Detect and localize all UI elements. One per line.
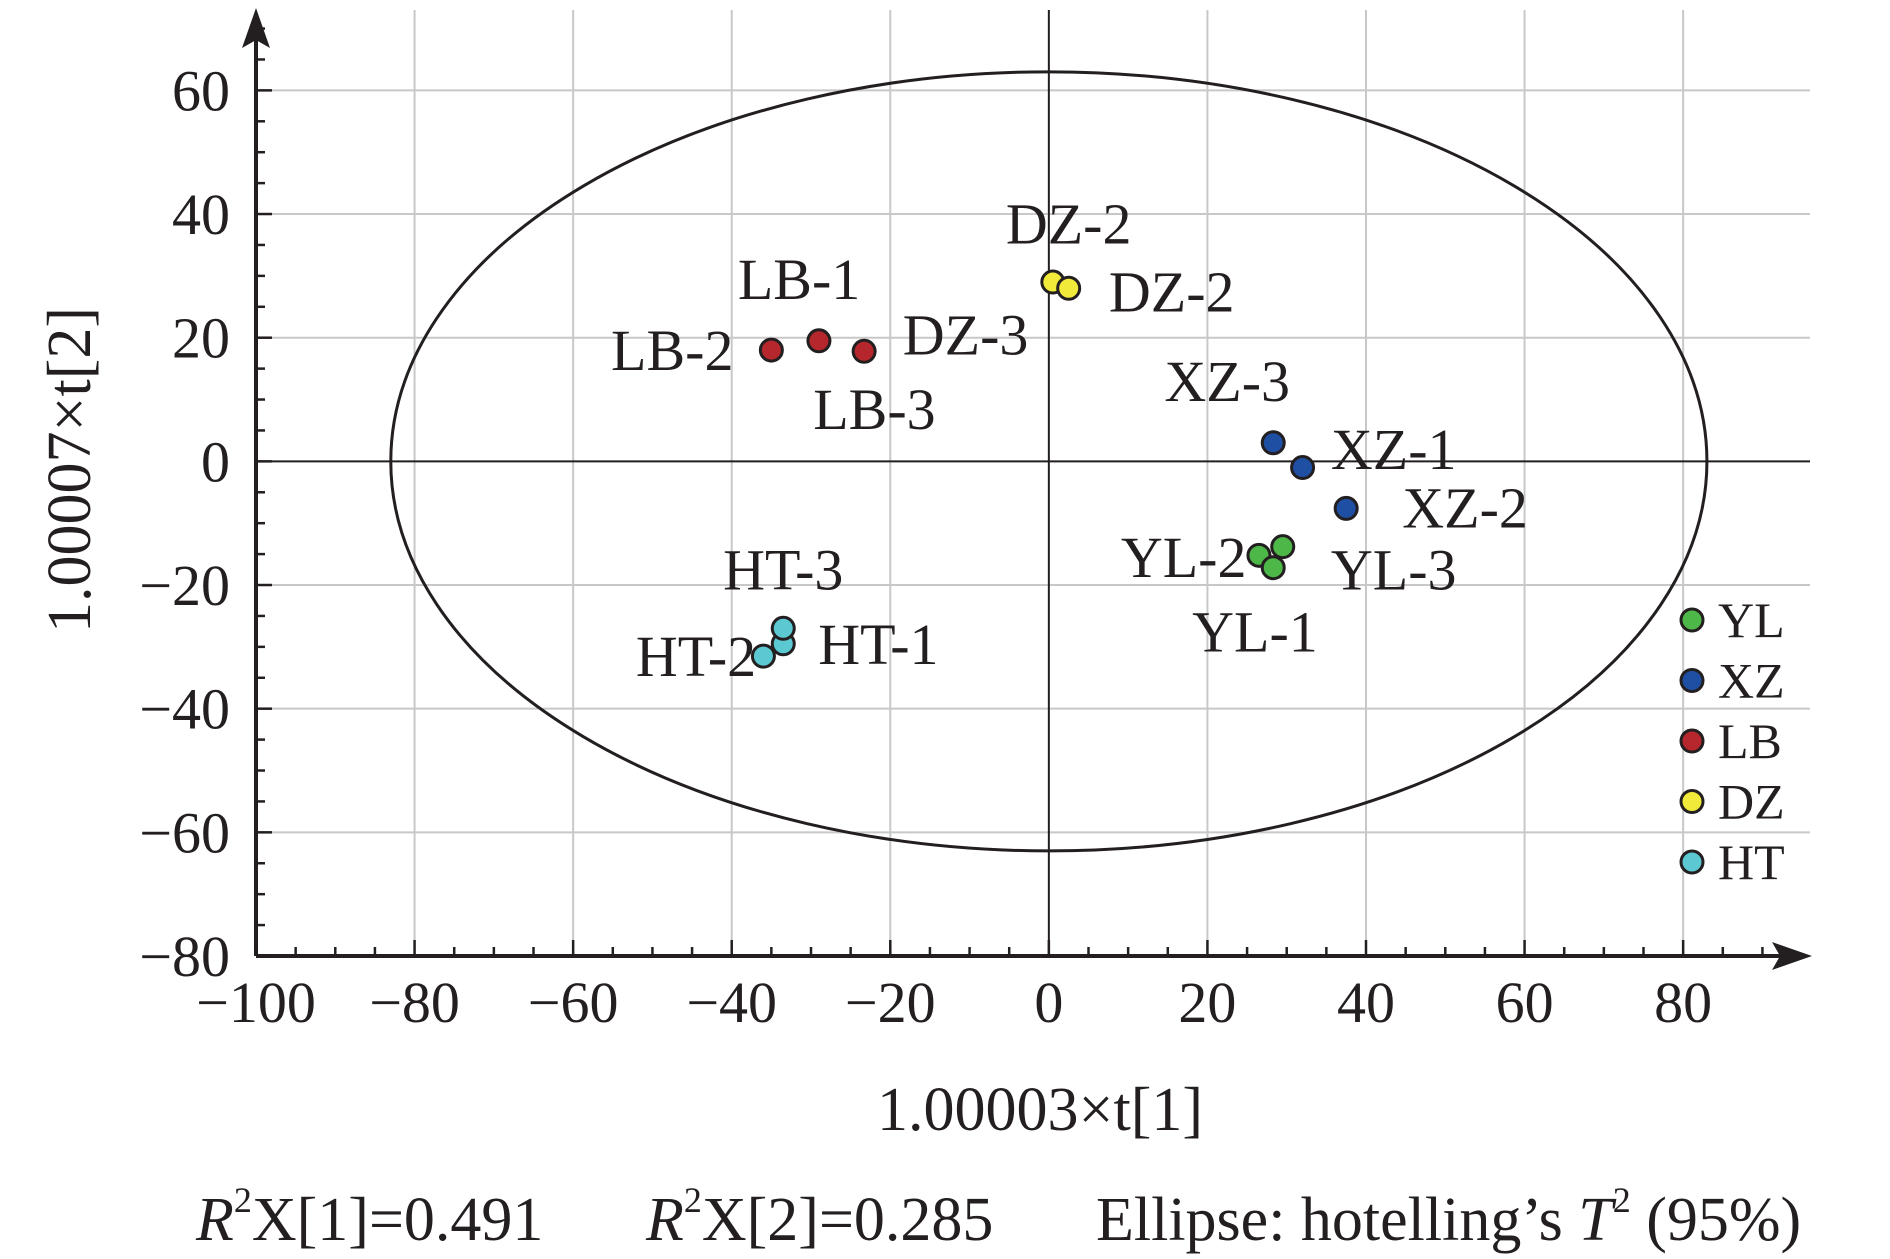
ellipse-italic: T <box>1578 1186 1613 1254</box>
y-tick-label: 40 <box>172 182 230 247</box>
point-label: XZ-1 <box>1331 417 1457 482</box>
ellipse-prefix: Ellipse: hotelling’s <box>1096 1186 1579 1254</box>
legend-item-dz: DZ <box>1679 774 1785 830</box>
ellipse-suffix: (95%) <box>1630 1186 1802 1254</box>
x-axis-arrow <box>1772 942 1812 970</box>
data-point-yl <box>1260 555 1286 581</box>
legend-item-yl: YL <box>1679 592 1785 648</box>
x-tick-label: 20 <box>1178 970 1236 1035</box>
point-labels: DZ-2DZ-2 LB-1LB-2 DZ-3 LB-3 XZ-3 XZ-1XZ-2 YL-2… <box>611 191 1528 689</box>
data-points <box>750 269 1359 669</box>
data-point-xz <box>1290 455 1316 481</box>
ellipse-note: Ellipse: hotelling’s T2 (95%) <box>1096 1182 1802 1256</box>
legend-item-lb: LB <box>1679 713 1782 769</box>
data-point-lb <box>851 338 877 364</box>
data-point-ht <box>770 615 796 641</box>
x-tick-label: 40 <box>1337 970 1395 1035</box>
r2x2-italic: R <box>646 1186 684 1254</box>
r2x1-italic: R <box>196 1186 234 1254</box>
x-tick-label: −20 <box>845 970 936 1035</box>
y-tick-label: −60 <box>139 800 230 865</box>
r2x2-sup: 2 <box>683 1180 702 1220</box>
point-label: DZ-3 <box>903 303 1029 368</box>
x-tick-label: −80 <box>369 970 460 1035</box>
data-point-lb <box>758 337 784 363</box>
point-label: DZ-2 <box>1109 259 1235 324</box>
legend-label: HT <box>1718 834 1785 890</box>
point-label: LB-3 <box>813 377 935 442</box>
x-tick-label: 0 <box>1034 970 1063 1035</box>
point-label: XZ-3 <box>1164 349 1290 414</box>
legend-item-xz: XZ <box>1679 653 1785 709</box>
data-point-xz <box>1260 430 1286 456</box>
legend-marker <box>1679 849 1705 875</box>
point-label: LB-1 <box>738 247 860 312</box>
y-tick-label: −40 <box>139 677 230 742</box>
r2x1-value: X[1]=0.491 <box>251 1186 544 1254</box>
x-tick-label: 80 <box>1654 970 1712 1035</box>
data-point-ht <box>750 643 776 669</box>
legend-marker <box>1679 668 1705 693</box>
x-tick-label: −60 <box>528 970 619 1035</box>
point-label: HT-1 <box>818 612 938 677</box>
y-axis-label: 1.00007×t[2] <box>36 307 104 633</box>
legend-marker <box>1679 789 1705 814</box>
ellipse-sup: 2 <box>1612 1180 1631 1220</box>
axes <box>242 8 1812 970</box>
legend-label: YL <box>1718 592 1785 648</box>
legend-label: XZ <box>1718 653 1785 709</box>
legend-label: DZ <box>1718 774 1785 830</box>
pca-score-plot: −100 −80 −60 −40 −20 0 20 40 60 80−80−60−40−20020… <box>36 8 1812 1144</box>
r2x2-stat: R2X[2]=0.285 <box>646 1182 994 1256</box>
tick-labels: −100 −80 −60 −40 −20 0 20 40 60 80−80−60−40−20020… <box>139 58 1712 1035</box>
x-tick-label: 60 <box>1496 970 1554 1035</box>
r2x1-sup: 2 <box>233 1180 252 1220</box>
point-label: YL-3 <box>1331 538 1457 603</box>
point-label: YL-1 <box>1192 599 1318 664</box>
data-point-xz <box>1333 495 1359 521</box>
y-tick-label: 60 <box>172 58 230 123</box>
data-point-dz <box>1056 275 1082 301</box>
axis-ticks <box>254 27 1764 958</box>
y-tick-label: 0 <box>201 429 230 494</box>
legend-marker <box>1679 607 1705 633</box>
data-point-lb <box>806 328 832 354</box>
point-label: XZ-2 <box>1402 476 1528 541</box>
point-label: LB-2 <box>611 318 733 383</box>
r2x2-value: X[2]=0.285 <box>701 1186 994 1254</box>
x-axis-label: 1.00003×t[1] <box>877 1076 1203 1144</box>
x-tick-label: −100 <box>196 970 316 1035</box>
legend-item-ht: HT <box>1679 834 1785 890</box>
point-label: HT-2 <box>636 624 756 689</box>
legend-label: LB <box>1718 713 1782 769</box>
x-tick-label: −40 <box>686 970 777 1035</box>
y-tick-label: 20 <box>172 306 230 371</box>
y-tick-label: −20 <box>139 553 230 618</box>
legend-marker <box>1679 728 1705 754</box>
point-label: YL-2 <box>1121 525 1247 590</box>
y-tick-label: −80 <box>139 924 230 989</box>
point-label: DZ-2 <box>1006 191 1132 256</box>
grid-lines <box>256 10 1810 956</box>
data-point-yl <box>1270 534 1296 560</box>
r2x1-stat: R2X[1]=0.491 <box>196 1182 544 1256</box>
point-label: HT-3 <box>723 538 843 603</box>
